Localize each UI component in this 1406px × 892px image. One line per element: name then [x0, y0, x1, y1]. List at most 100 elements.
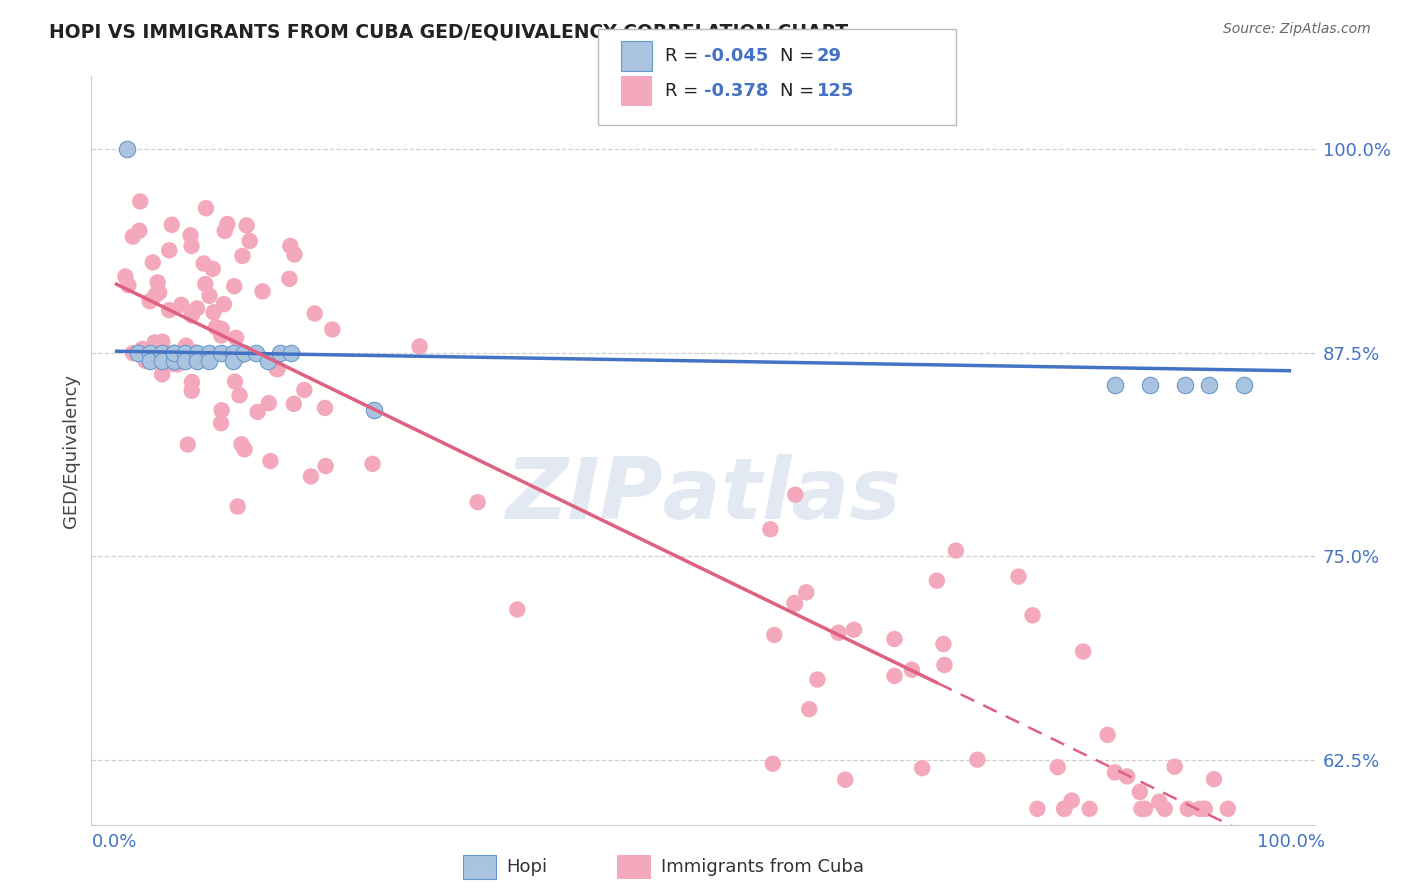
Point [211, 403, 233, 417]
Point [763, 628, 786, 642]
Point [1071, 644, 1094, 658]
Point [292, 383, 315, 397]
Point [209, 328, 232, 343]
Point [1149, 795, 1171, 809]
Point [315, 458, 337, 473]
Text: R =: R = [665, 82, 704, 100]
Point [267, 362, 290, 376]
Point [1053, 802, 1076, 816]
Point [1053, 802, 1076, 816]
Point [1046, 760, 1069, 774]
Point [115, 142, 138, 156]
Point [1153, 802, 1175, 816]
Point [162, 357, 184, 371]
Point [278, 272, 301, 286]
Text: N =: N = [780, 82, 820, 100]
Text: -0.045: -0.045 [704, 47, 769, 65]
Point [1194, 802, 1216, 816]
Point [180, 228, 202, 243]
Point [361, 457, 384, 471]
Point [114, 269, 136, 284]
Point [235, 219, 257, 233]
Point [1192, 802, 1215, 816]
Text: Source: ZipAtlas.com: Source: ZipAtlas.com [1223, 22, 1371, 37]
Point [256, 354, 278, 368]
Point [245, 345, 267, 359]
Point [304, 306, 326, 320]
Text: Immigrants from Cuba: Immigrants from Cuba [661, 858, 863, 876]
Point [231, 349, 253, 363]
Point [1174, 378, 1197, 392]
Point [138, 294, 160, 309]
Point [239, 234, 262, 248]
Point [174, 345, 197, 359]
Point [1130, 802, 1153, 816]
Point [266, 362, 288, 376]
Point [160, 218, 183, 232]
Point [131, 342, 153, 356]
Point [157, 303, 180, 318]
Point [142, 255, 165, 269]
Point [799, 702, 821, 716]
Point [180, 384, 202, 398]
Point [231, 437, 253, 451]
Point [166, 358, 188, 372]
Point [201, 261, 224, 276]
Point [146, 344, 169, 359]
Point [183, 345, 205, 359]
Point [209, 345, 232, 359]
Point [932, 637, 955, 651]
Point [966, 753, 988, 767]
Point [1129, 785, 1152, 799]
Point [174, 339, 197, 353]
Point [129, 194, 152, 209]
Text: Hopi: Hopi [506, 858, 547, 876]
Text: 125: 125 [817, 82, 855, 100]
Point [1097, 728, 1119, 742]
Point [139, 354, 162, 368]
Point [1078, 802, 1101, 816]
Point [269, 345, 291, 359]
Point [143, 335, 166, 350]
Point [246, 405, 269, 419]
Point [146, 276, 169, 290]
Point [153, 346, 176, 360]
Point [785, 488, 807, 502]
Point [283, 247, 305, 261]
Point [121, 229, 143, 244]
Point [221, 345, 243, 359]
Text: 29: 29 [817, 47, 842, 65]
Point [363, 402, 385, 417]
Point [1021, 608, 1043, 623]
Point [299, 469, 322, 483]
Point [783, 596, 806, 610]
Point [794, 585, 817, 599]
Point [1177, 802, 1199, 816]
Point [1026, 802, 1049, 816]
Point [901, 663, 924, 677]
Point [467, 495, 489, 509]
Point [834, 772, 856, 787]
Point [231, 249, 253, 263]
Point [186, 354, 208, 368]
Point [193, 256, 215, 270]
Point [139, 345, 162, 359]
Point [209, 416, 232, 430]
Point [217, 217, 239, 231]
Point [150, 354, 173, 368]
Point [911, 761, 934, 775]
Point [1233, 378, 1256, 392]
Point [128, 224, 150, 238]
Point [1104, 765, 1126, 780]
Point [205, 320, 228, 334]
Point [1104, 378, 1126, 392]
Point [153, 349, 176, 363]
Point [1198, 378, 1220, 392]
Point [170, 298, 193, 312]
Point [194, 201, 217, 215]
Point [224, 279, 246, 293]
Text: HOPI VS IMMIGRANTS FROM CUBA GED/EQUIVALENCY CORRELATION CHART: HOPI VS IMMIGRANTS FROM CUBA GED/EQUIVAL… [49, 22, 848, 41]
Point [127, 345, 149, 359]
Point [211, 322, 233, 336]
Point [177, 437, 200, 451]
